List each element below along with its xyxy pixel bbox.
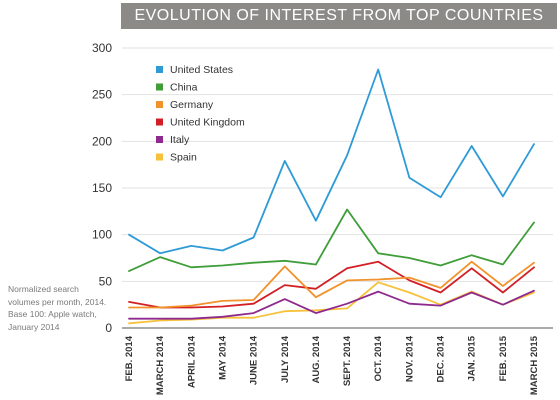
- x-tick-label: MAY 2014: [217, 335, 228, 380]
- x-tick-label: DEC. 2014: [436, 335, 447, 382]
- legend-swatch: [156, 153, 163, 161]
- x-tick-label: OCT. 2014: [373, 335, 384, 381]
- series-line: [128, 260, 535, 309]
- legend-label: China: [170, 82, 198, 94]
- legend-swatch: [156, 136, 163, 143]
- legend-swatch: [156, 101, 163, 108]
- y-tick-label: 50: [99, 274, 113, 288]
- y-tick-label: 150: [92, 181, 112, 195]
- plot-area: [122, 40, 555, 328]
- y-tick-label: 100: [92, 228, 112, 242]
- x-tick-label: JUNE 2014: [249, 335, 260, 385]
- series-line: [128, 68, 535, 255]
- y-tick-label: 300: [92, 41, 112, 55]
- y-tick-label: 250: [92, 88, 112, 102]
- chart-note: Normalized search volumes per month, 201…: [8, 283, 108, 333]
- series-line: [128, 289, 535, 320]
- x-tick-label: JAN. 2015: [467, 335, 478, 381]
- note-line: volumes per month, 2014.: [8, 296, 107, 307]
- y-tick-label: 0: [105, 321, 112, 335]
- chart-title: EVOLUTION OF INTEREST FROM TOP COUNTRIES: [134, 7, 544, 24]
- legend-label: United States: [170, 64, 233, 76]
- x-tick-label: MARCH 2014: [155, 335, 166, 395]
- y-tick-label: 200: [92, 134, 112, 148]
- legend-swatch: [156, 66, 163, 73]
- x-tick-label: FEB. 2015: [498, 335, 509, 381]
- series-line: [128, 260, 535, 309]
- x-tick-label: MARCH 2015: [529, 335, 540, 395]
- note-line: January 2014: [8, 321, 60, 332]
- x-tick-label: APRIL 2014: [186, 335, 197, 388]
- legend-label: Italy: [170, 134, 190, 146]
- note-line: Base 100: Apple watch,: [8, 309, 97, 319]
- series-line: [128, 208, 535, 273]
- chart-title-bar: EVOLUTION OF INTEREST FROM TOP COUNTRIES: [121, 3, 557, 29]
- legend-label: Germany: [170, 99, 214, 111]
- x-tick-label: SEPT. 2014: [342, 335, 353, 386]
- x-tick-label: FEB. 2014: [124, 335, 135, 381]
- x-tick-label: AUG. 2014: [311, 335, 322, 383]
- legend-swatch: [156, 83, 163, 91]
- legend-label: Spain: [170, 152, 197, 164]
- legend-label: United Kingdom: [170, 117, 245, 129]
- legend-swatch: [156, 118, 163, 126]
- note-line: Normalized search: [8, 284, 79, 294]
- x-tick-label: JULY 2014: [280, 335, 291, 383]
- x-tick-label: NOV. 2014: [404, 335, 415, 382]
